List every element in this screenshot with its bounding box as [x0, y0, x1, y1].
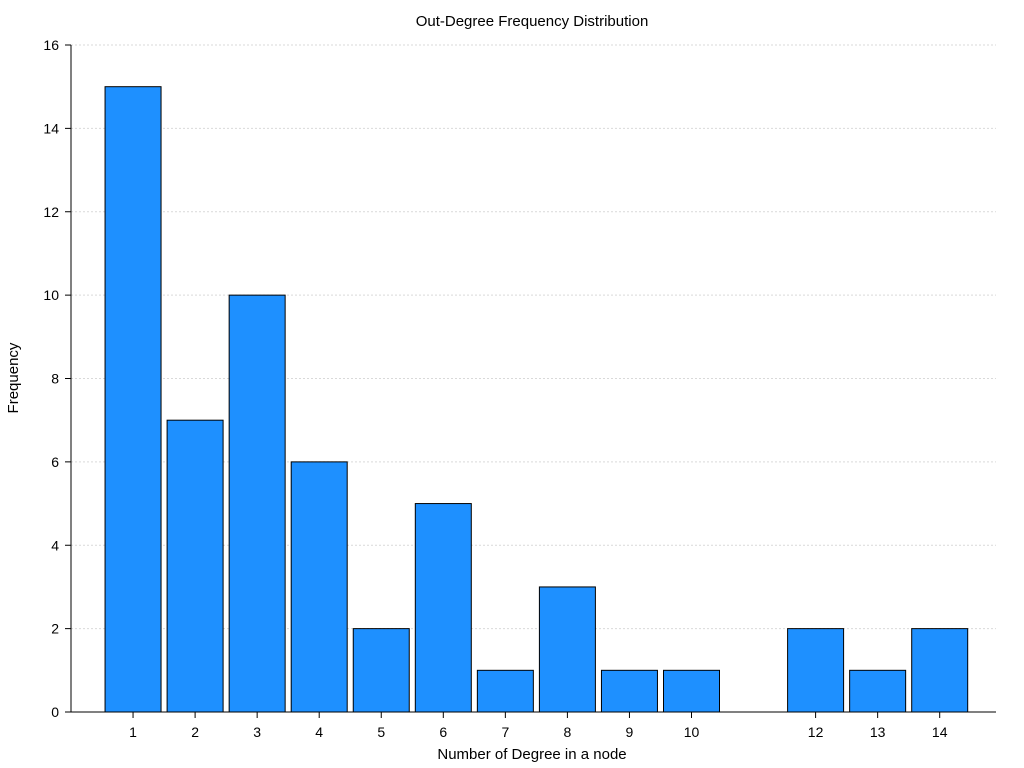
- bar: [663, 669, 720, 713]
- bar: [290, 461, 348, 713]
- x-tick-label: 1: [129, 724, 137, 740]
- x-tick-label: 10: [684, 724, 700, 740]
- x-tick-label: 2: [191, 724, 199, 740]
- bar: [228, 294, 286, 713]
- bar: [849, 669, 907, 713]
- bars: [104, 86, 969, 713]
- y-tick-label: 14: [43, 120, 59, 136]
- bar: [911, 628, 969, 713]
- y-tick-label: 12: [43, 204, 59, 220]
- x-tick-label: 12: [808, 724, 824, 740]
- x-ticks: 1 2 3 4 5 6 7 8 9 10 12 13 14: [129, 712, 948, 740]
- x-tick-label: 9: [626, 724, 634, 740]
- y-tick-label: 2: [51, 621, 59, 637]
- y-tick-label: 16: [43, 37, 59, 53]
- chart-title: Out-Degree Frequency Distribution: [416, 13, 649, 30]
- y-axis-title: Frequency: [5, 342, 22, 413]
- y-tick-label: 6: [51, 454, 59, 470]
- bar: [414, 503, 472, 713]
- x-tick-label: 4: [315, 724, 323, 740]
- bar: [476, 669, 534, 713]
- x-tick-label: 5: [377, 724, 385, 740]
- bar: [352, 628, 410, 713]
- bar: [538, 586, 596, 713]
- y-tick-label: 0: [51, 704, 59, 720]
- bar: [787, 628, 845, 713]
- y-ticks: 0 2 4 6 8 10 12 14 16: [43, 37, 71, 720]
- x-axis-title: Number of Degree in a node: [437, 746, 626, 763]
- x-tick-label: 8: [564, 724, 572, 740]
- x-tick-label: 14: [932, 724, 948, 740]
- y-tick-label: 4: [51, 537, 59, 553]
- y-tick-label: 10: [43, 287, 59, 303]
- y-tick-label: 8: [51, 371, 59, 387]
- x-tick-label: 6: [439, 724, 447, 740]
- bar: [104, 86, 162, 713]
- bar: [600, 669, 658, 713]
- x-tick-label: 3: [253, 724, 261, 740]
- x-tick-label: 13: [870, 724, 886, 740]
- bar: [166, 419, 224, 713]
- x-tick-label: 7: [501, 724, 509, 740]
